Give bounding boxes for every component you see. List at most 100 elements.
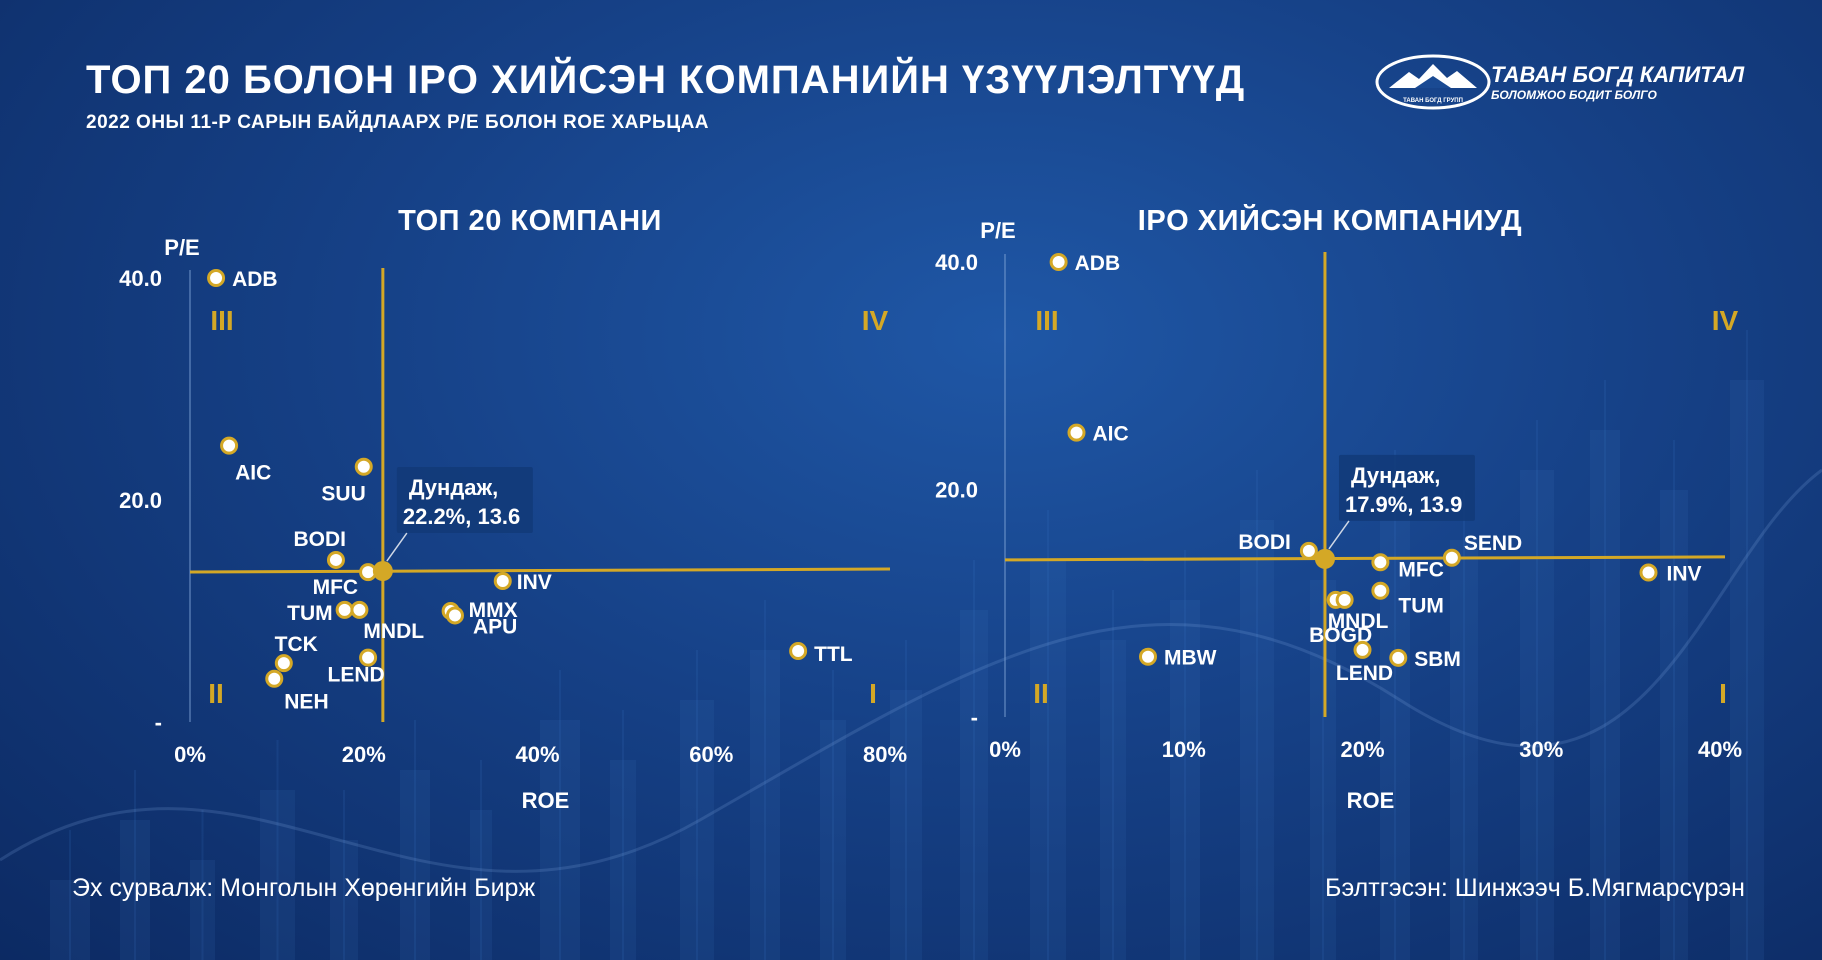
point-label: SUU (321, 483, 365, 506)
bg-bar (680, 700, 714, 960)
data-point-apu (445, 606, 464, 625)
data-point-bodi (1299, 541, 1318, 560)
bg-bar (1310, 580, 1336, 960)
data-point-lend (359, 648, 378, 667)
point-label: BOGD (1309, 624, 1372, 647)
point-label: MMX (469, 599, 518, 622)
data-point-tum (335, 600, 354, 619)
point-label: LEND (1336, 662, 1393, 685)
quadrant-label: III (1035, 305, 1058, 336)
logo-tagline: БОЛОМЖОО БОДИТ БОЛГО (1491, 88, 1657, 102)
bg-bar (400, 770, 430, 960)
x-axis-label: ROE (522, 788, 570, 813)
bg-bar (750, 650, 780, 960)
point-label: TUM (1398, 595, 1444, 618)
x-tick-label: 0% (989, 737, 1021, 762)
point-label: SEND (1464, 532, 1522, 555)
point-label: MNDL (363, 620, 424, 643)
data-point-aic (220, 436, 239, 455)
data-point-adb (1049, 253, 1068, 271)
quadrant-label: I (869, 678, 877, 709)
x-tick-label: 0% (174, 742, 206, 767)
data-point-ttl (789, 641, 808, 660)
x-tick-label: 40% (1698, 737, 1742, 762)
y-tick-label: - (971, 705, 978, 730)
average-label-line2: 17.9%, 13.9 (1345, 492, 1462, 517)
bg-bar (1030, 560, 1066, 960)
bg-bar (1380, 500, 1410, 960)
bg-bar (1170, 600, 1200, 960)
quadrant-label: II (1033, 678, 1049, 709)
data-point-mfc (1371, 553, 1390, 572)
average-label-line1: Дундаж, (409, 475, 498, 500)
data-point-neh (265, 669, 284, 688)
bg-bar (890, 690, 922, 960)
point-label: TUM (287, 602, 333, 625)
point-label: BODI (293, 528, 346, 551)
quadrant-label: II (208, 678, 224, 709)
bg-bar (330, 840, 358, 960)
point-label: MFC (1398, 558, 1444, 581)
point-label: ADB (232, 268, 278, 291)
y-tick-label: 20.0 (119, 488, 162, 513)
data-point-sbm (1389, 648, 1408, 667)
chart-title-ipo: IPO ХИЙСЭН КОМПАНИУД (1137, 205, 1523, 237)
bg-bar (120, 820, 150, 960)
average-callout-box (396, 467, 533, 534)
y-axis-label: P/E (164, 235, 199, 260)
bg-bar (960, 610, 988, 960)
data-point-bodi (326, 550, 345, 569)
data-point-suu (354, 457, 373, 476)
data-point-inv (493, 572, 512, 591)
x-tick-label: 80% (863, 742, 907, 767)
bg-bar (190, 860, 215, 960)
data-point-lend (1353, 640, 1372, 659)
bg-wave (0, 468, 1822, 873)
bg-bar (1100, 640, 1126, 960)
y-tick-label: 20.0 (935, 478, 978, 503)
bg-bar (1450, 540, 1478, 960)
x-tick-label: 60% (689, 742, 733, 767)
logo-name: ТАВАН БОГД КАПИТАЛ (1491, 62, 1745, 87)
bg-bar (50, 880, 90, 960)
bg-bar (820, 720, 846, 960)
average-callout-leader (386, 532, 408, 562)
point-label: LEND (328, 664, 385, 687)
bg-bar (470, 810, 492, 960)
bg-bar (1520, 470, 1554, 960)
bg-bar (540, 720, 580, 960)
point-label: NEH (284, 691, 328, 714)
bg-bar (1730, 380, 1764, 960)
y-tick-label: 40.0 (119, 266, 162, 291)
y-tick-label: - (155, 710, 162, 735)
bg-bar (260, 790, 295, 960)
bg-bar (610, 760, 636, 960)
data-point-tck (274, 654, 293, 673)
x-tick-label: 20% (1340, 737, 1384, 762)
data-point-send (1442, 548, 1461, 567)
author-note: Бэлтгэсэн: Шинжээч Б.Мягмарсүрэн (1325, 874, 1745, 902)
point-label: BODI (1238, 531, 1291, 554)
average-point (1314, 548, 1335, 569)
data-point-aic (1067, 423, 1086, 442)
logo-sub: ТАВАН БОГД ГРУПП (1403, 98, 1463, 104)
average-callout-box (1338, 454, 1475, 521)
x-tick-label: 40% (515, 742, 559, 767)
point-label: AIC (1093, 423, 1129, 446)
bg-bar (1240, 520, 1274, 960)
data-point-inv (1639, 563, 1658, 582)
quadrant-label: IV (862, 305, 889, 336)
average-pe-line (189, 567, 891, 574)
average-point (372, 561, 393, 582)
average-callout-leader (1328, 520, 1350, 550)
point-label: ADB (1075, 252, 1121, 275)
quadrant-label: III (210, 305, 233, 336)
source-note: Эх сурвалж: Монголын Хөрөнгийн Бирж (72, 874, 536, 902)
data-point-mbw (1139, 647, 1157, 666)
point-label: TTL (814, 643, 853, 666)
point-label: INV (1667, 563, 1702, 586)
average-pe-line (1004, 555, 1726, 562)
